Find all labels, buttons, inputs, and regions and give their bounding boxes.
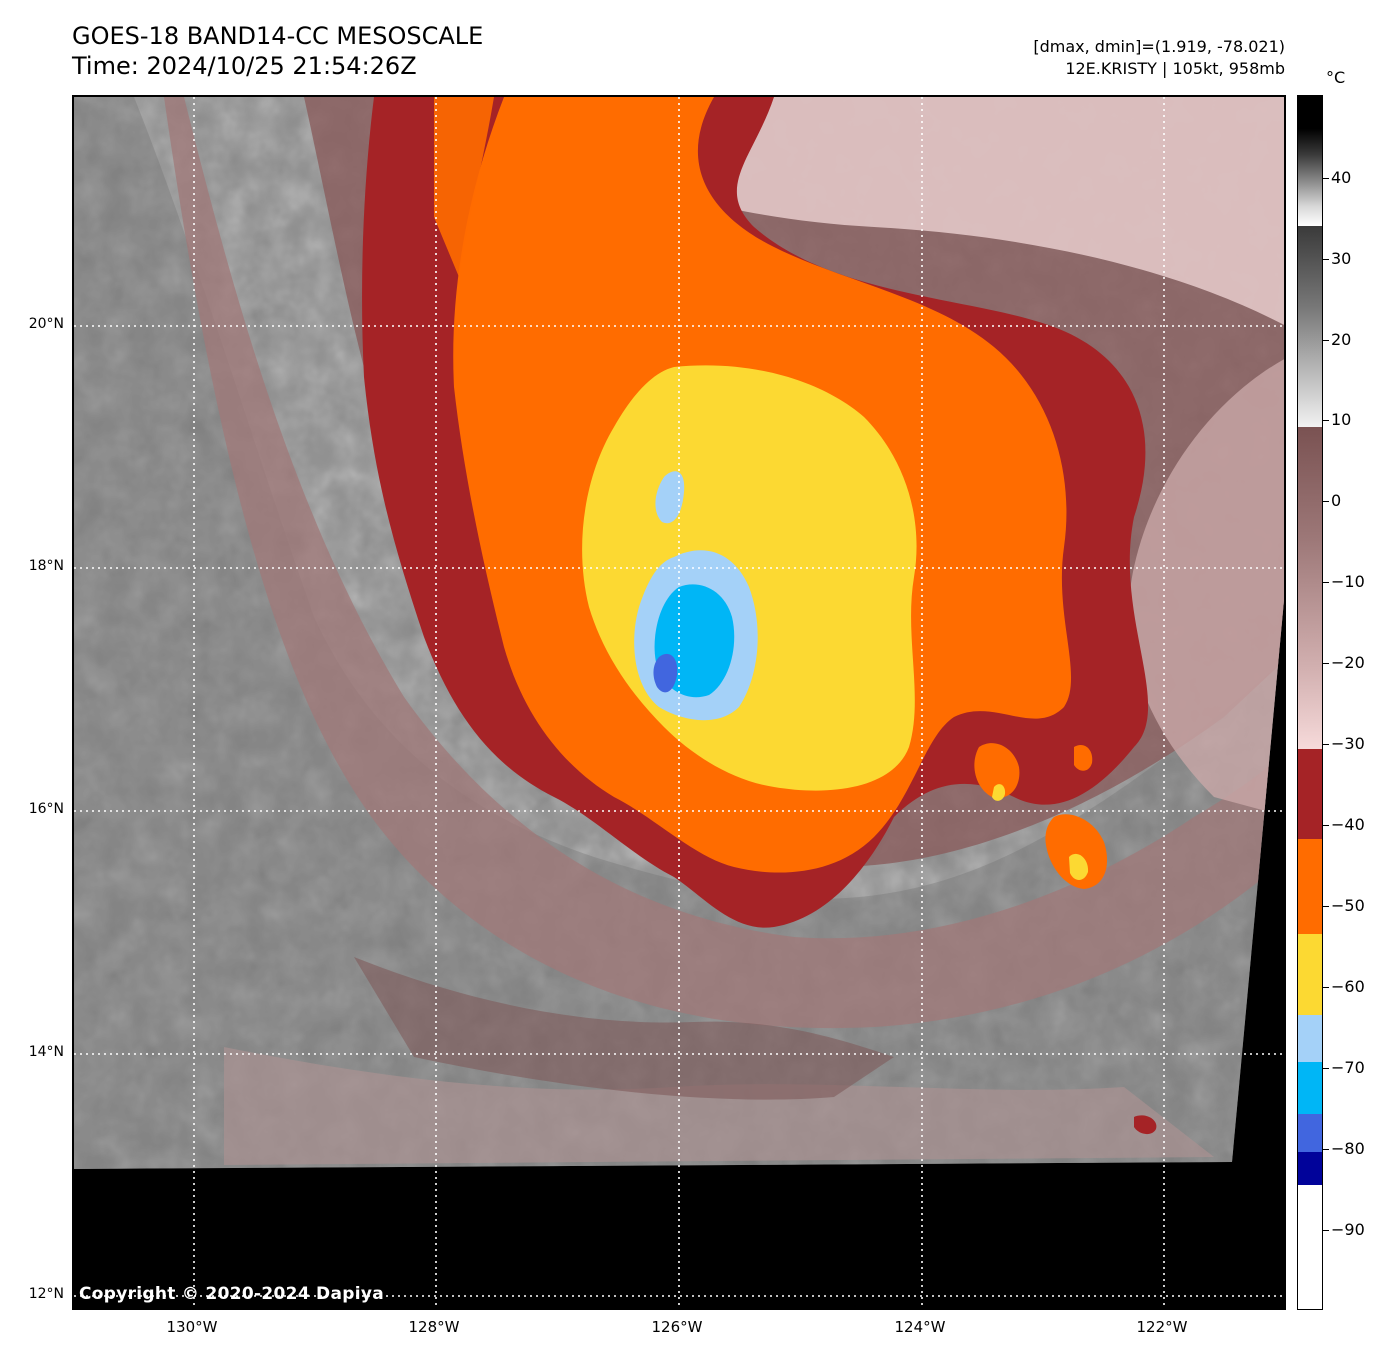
colorbar-tick xyxy=(1323,1149,1329,1150)
colorbar-tick xyxy=(1323,987,1329,988)
lat-label-18n: 18°N xyxy=(28,558,64,574)
colorbar xyxy=(1297,95,1323,1310)
lon-label-128w: 128°W xyxy=(408,1318,460,1336)
colorbar-label: −50 xyxy=(1331,896,1365,915)
colorbar-brown-segment xyxy=(1298,427,1322,749)
satellite-imagery-render xyxy=(74,97,1284,1308)
colorbar-blue-segment xyxy=(1298,1114,1322,1152)
colorbar-label: 30 xyxy=(1331,249,1352,268)
lat-label-16n: 16°N xyxy=(28,801,64,817)
colorbar-tick xyxy=(1323,582,1329,583)
colorbar-label: −70 xyxy=(1331,1058,1365,1077)
figure-title: GOES-18 BAND14-CC MESOSCALE xyxy=(72,22,484,50)
storm-info-text: 12E.KRISTY | 105kt, 958mb xyxy=(1065,59,1285,78)
lon-label-122w: 122°W xyxy=(1136,1318,1188,1336)
colorbar-label: 0 xyxy=(1331,491,1342,510)
colorbar-label: −90 xyxy=(1331,1220,1365,1239)
lat-label-20n: 20°N xyxy=(28,316,64,332)
colorbar-tick xyxy=(1323,420,1329,421)
colorbar-label: 10 xyxy=(1331,410,1352,429)
colorbar-label: 20 xyxy=(1331,330,1352,349)
lat-label-12n: 12°N xyxy=(28,1286,64,1302)
colorbar-lightblue-segment xyxy=(1298,1015,1322,1062)
colorbar-gray2-segment xyxy=(1298,226,1322,427)
colorbar-white-segment xyxy=(1298,1185,1322,1309)
colorbar-label: 40 xyxy=(1331,168,1352,187)
colorbar-darkred-segment xyxy=(1298,749,1322,839)
colorbar-tick xyxy=(1323,178,1329,179)
colorbar-label: −60 xyxy=(1331,977,1365,996)
lon-label-126w: 126°W xyxy=(651,1318,703,1336)
colorbar-yellow-segment xyxy=(1298,934,1322,1015)
colorbar-gray-segment xyxy=(1298,96,1322,226)
colorbar-label: −40 xyxy=(1331,815,1365,834)
lon-label-124w: 124°W xyxy=(894,1318,946,1336)
colorbar-label: −80 xyxy=(1331,1139,1365,1158)
copyright-notice: Copyright © 2020-2024 Dapiya xyxy=(79,1284,384,1304)
colorbar-tick xyxy=(1323,663,1329,664)
colorbar-orange-segment xyxy=(1298,839,1322,934)
colorbar-tick xyxy=(1323,825,1329,826)
colorbar-tick xyxy=(1323,1068,1329,1069)
data-range-text: [dmax, dmin]=(1.919, -78.021) xyxy=(1033,37,1285,56)
satellite-image: Copyright © 2020-2024 Dapiya xyxy=(72,95,1286,1310)
colorbar-label: −20 xyxy=(1331,653,1365,672)
colorbar-label: −30 xyxy=(1331,734,1365,753)
colorbar-cyan-segment xyxy=(1298,1062,1322,1114)
graticule xyxy=(74,97,1284,1308)
imagery-swath xyxy=(74,97,1284,1169)
lat-label-14n: 14°N xyxy=(28,1044,64,1060)
colorbar-label: −10 xyxy=(1331,572,1365,591)
figure-timestamp: Time: 2024/10/25 21:54:26Z xyxy=(72,52,417,80)
colorbar-tick xyxy=(1323,1230,1329,1231)
colorbar-tick xyxy=(1323,259,1329,260)
colorbar-navy-segment xyxy=(1298,1152,1322,1185)
colorbar-tick xyxy=(1323,501,1329,502)
colorbar-unit: °C xyxy=(1326,68,1346,87)
colorbar-tick xyxy=(1323,744,1329,745)
colorbar-tick xyxy=(1323,340,1329,341)
colorbar-tick xyxy=(1323,906,1329,907)
lon-label-130w: 130°W xyxy=(166,1318,218,1336)
